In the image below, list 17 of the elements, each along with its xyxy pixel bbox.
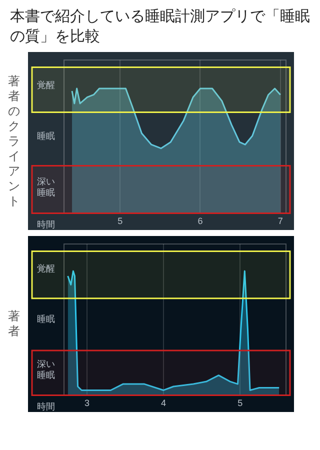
- chart-title: 本書で紹介している睡眠計測アプリで「睡眠の質」を比較: [10, 6, 311, 46]
- x-axis-title: 時間: [37, 402, 55, 413]
- text: 睡眠: [37, 314, 55, 325]
- text: 著者のクライアント: [8, 74, 20, 208]
- x-tick-label: 6: [198, 216, 203, 226]
- x-tick-label: 3: [84, 398, 90, 408]
- x-tick-label: 5: [238, 398, 243, 408]
- x-tick-label: 4: [161, 398, 166, 408]
- text: 深い睡眠: [37, 358, 55, 381]
- y-axis-title: 著者: [8, 309, 20, 339]
- text: 深い睡眠: [37, 176, 55, 199]
- text: 覚醒: [37, 264, 55, 275]
- x-tick-label: 5: [118, 216, 123, 226]
- x-axis-title: 時間: [37, 220, 55, 231]
- text: 睡眠: [37, 130, 55, 142]
- x-tick-label: 7: [278, 216, 283, 226]
- text: 覚醒: [37, 80, 55, 91]
